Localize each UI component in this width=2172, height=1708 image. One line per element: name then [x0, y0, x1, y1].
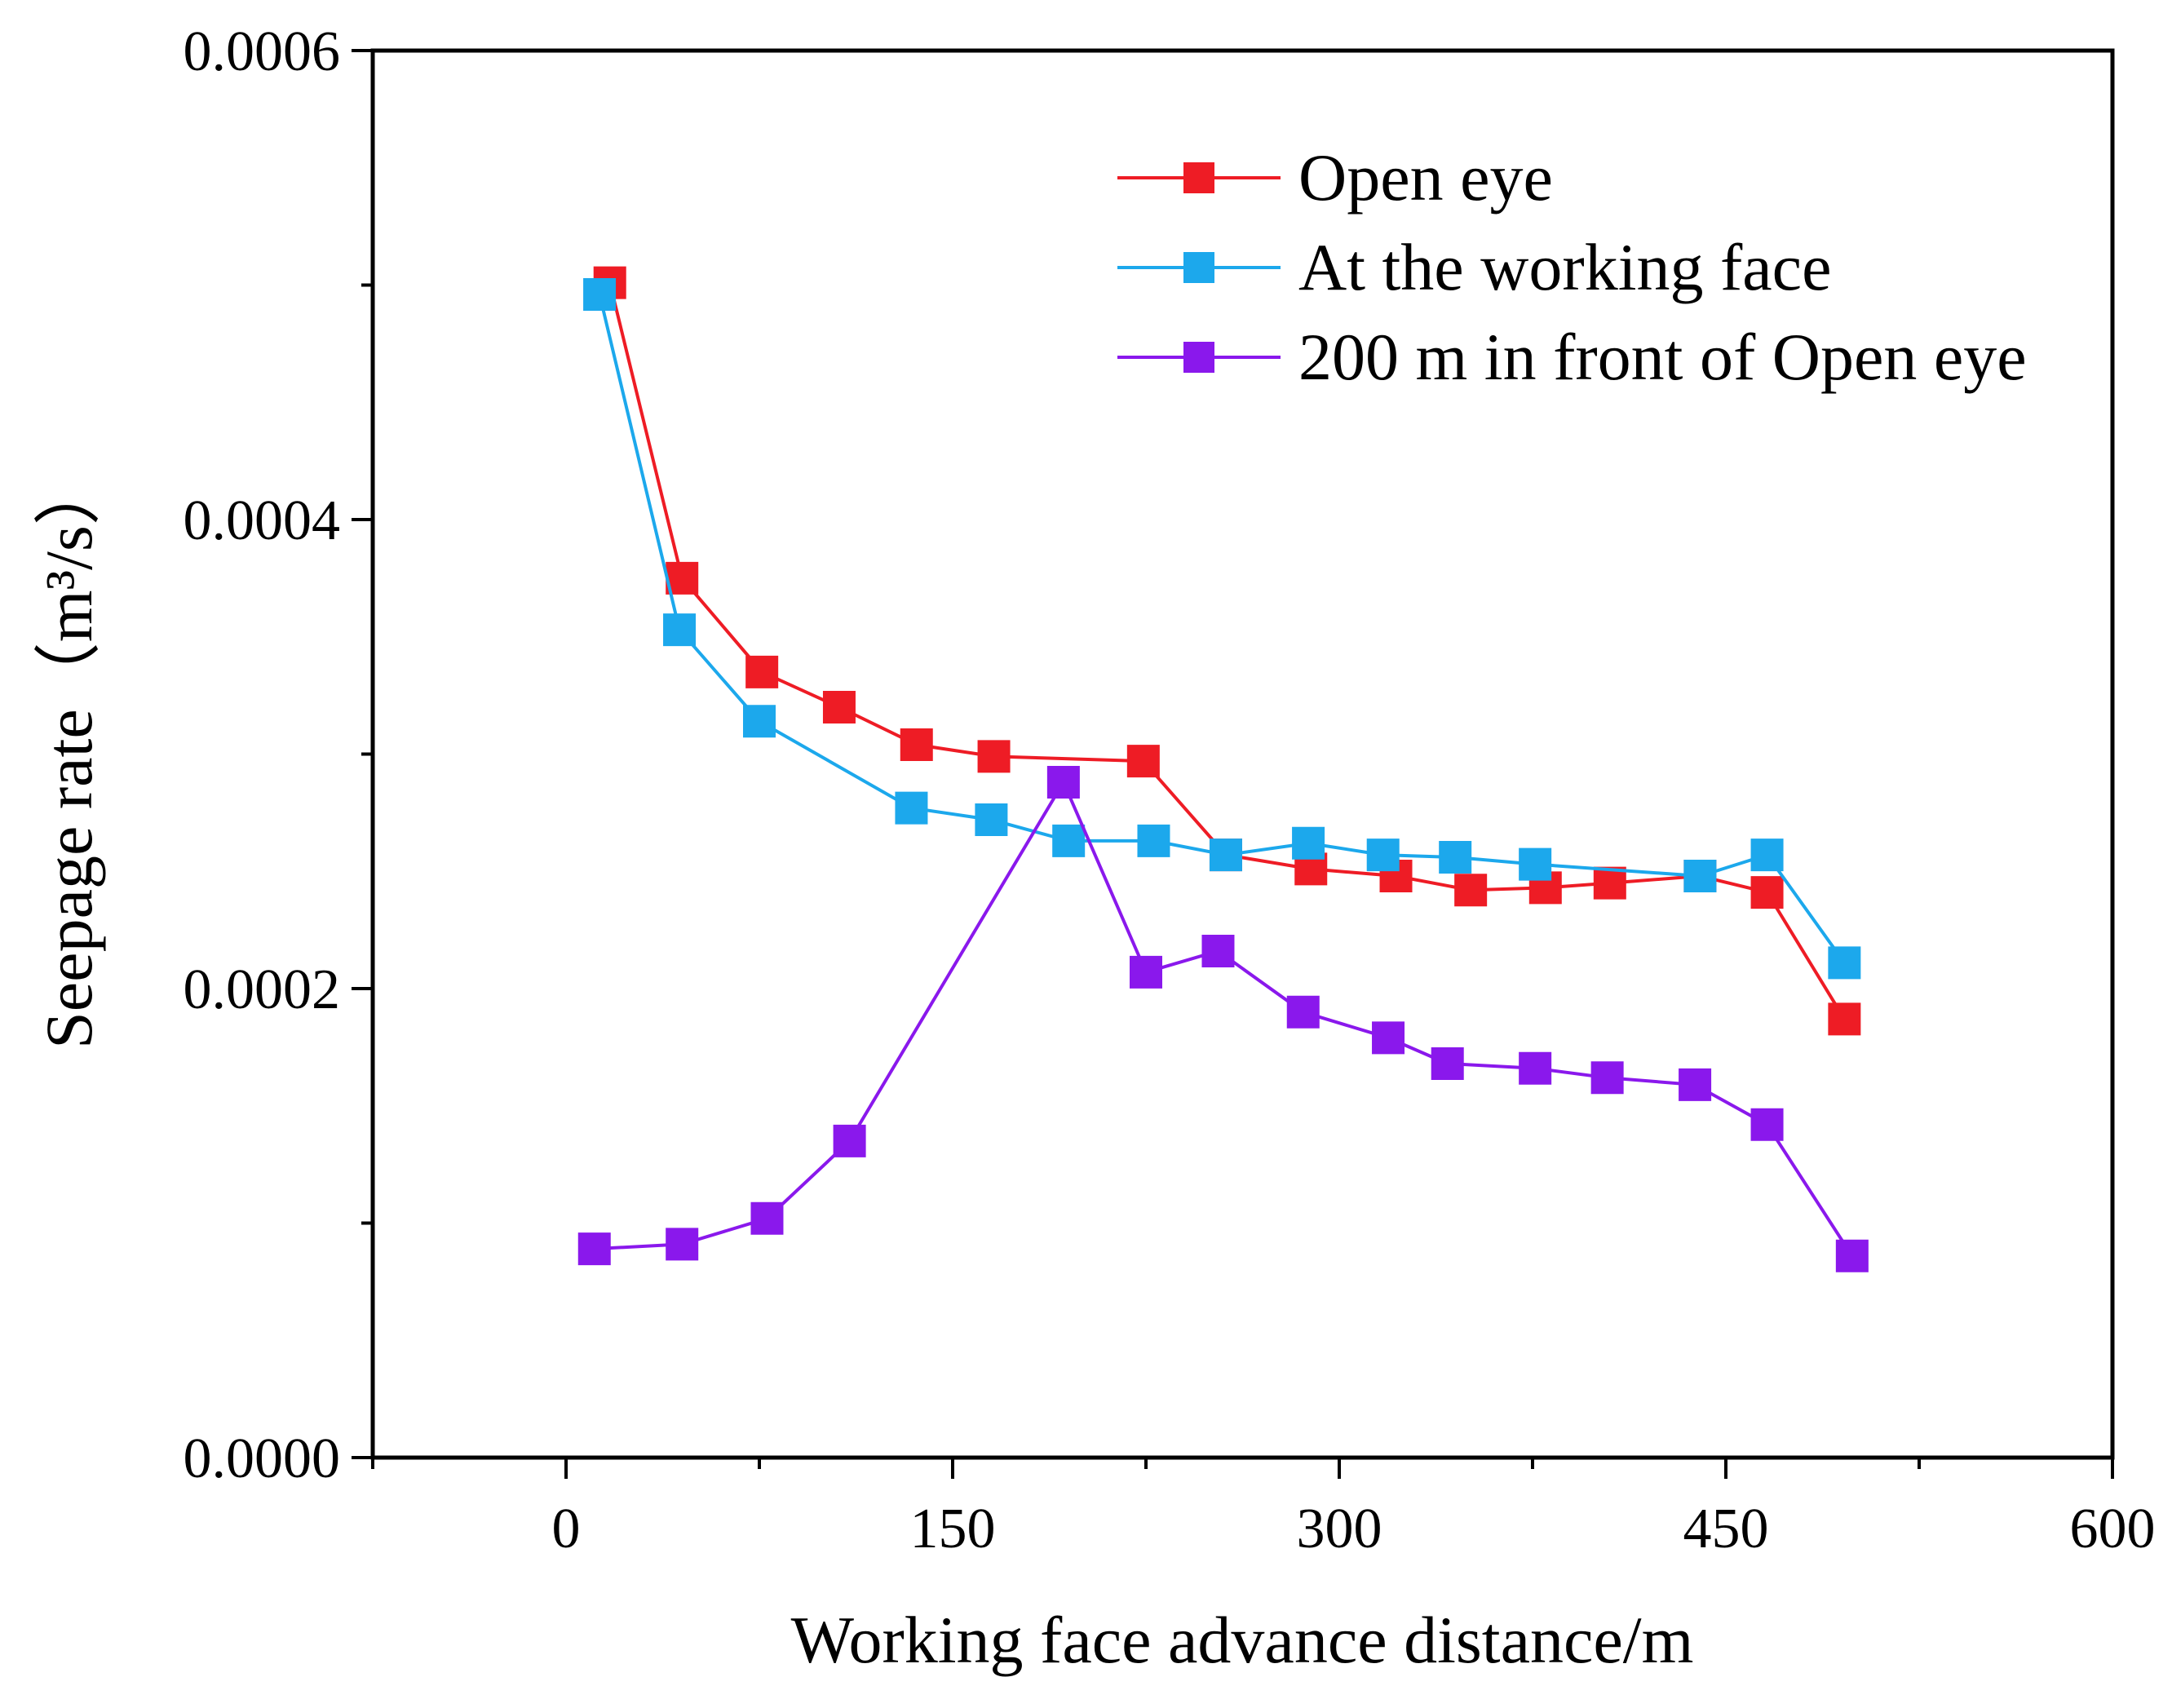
x-tick-label: 150 — [910, 1498, 996, 1560]
data-point — [663, 613, 697, 647]
data-point — [1750, 839, 1784, 872]
data-point — [1439, 841, 1472, 874]
x-tick-label: 600 — [2070, 1498, 2156, 1560]
data-point — [975, 803, 1008, 836]
data-point — [1519, 847, 1552, 881]
x-tick-label: 300 — [1297, 1498, 1382, 1560]
legend-marker — [1183, 252, 1214, 283]
legend-marker — [1183, 162, 1214, 193]
data-point — [1286, 995, 1320, 1029]
data-point — [1431, 1047, 1464, 1080]
x-axis-title: Working face advance distance/m — [791, 1603, 1694, 1677]
data-point — [1835, 1239, 1869, 1272]
data-point — [1750, 876, 1784, 909]
x-tick-label: 0 — [552, 1498, 581, 1560]
data-point — [1366, 839, 1400, 872]
x-axis-ticks: 0 150 300 450 600 — [371, 1458, 2156, 1560]
data-point — [750, 1201, 784, 1235]
y-tick-label: 0.0002 — [184, 958, 341, 1021]
data-point — [1130, 955, 1162, 989]
legend-marker — [1183, 342, 1214, 373]
data-point — [666, 1228, 699, 1261]
data-point — [1519, 1051, 1552, 1085]
data-point — [822, 691, 856, 723]
data-point — [1052, 824, 1086, 857]
y-tick-label: 0.0006 — [184, 20, 341, 83]
series-2 — [577, 766, 1869, 1272]
series-layer — [577, 266, 1869, 1272]
series-line — [608, 282, 1847, 1020]
data-point — [1201, 935, 1235, 967]
data-point — [1683, 860, 1717, 892]
data-point — [1046, 766, 1080, 799]
data-point — [1137, 824, 1170, 857]
data-point — [1828, 1002, 1861, 1036]
series-1 — [583, 278, 1861, 980]
legend: Open eye At the working face 200 m in fron… — [1117, 140, 2027, 394]
data-point — [977, 740, 1011, 773]
data-point — [1209, 839, 1242, 872]
data-point — [1593, 866, 1626, 900]
legend-label: Open eye — [1298, 140, 1553, 215]
y-tick-label: 0.0004 — [184, 489, 341, 552]
data-point — [1679, 1068, 1712, 1101]
data-point — [583, 278, 617, 311]
data-point — [1126, 745, 1160, 778]
data-point — [833, 1124, 866, 1157]
data-point — [1292, 826, 1325, 860]
y-tick-label: 0.0000 — [184, 1427, 341, 1490]
y-axis-ticks: 0.0000 0.0002 0.0004 0.0006 — [184, 20, 373, 1490]
data-point — [900, 728, 933, 761]
data-point — [895, 791, 928, 825]
data-point — [745, 655, 779, 688]
x-tick-label: 450 — [1683, 1498, 1769, 1560]
data-point — [1590, 1061, 1624, 1095]
y-axis-title: Seepage rate（m³/s） — [32, 458, 106, 1049]
data-point — [1454, 874, 1488, 907]
data-point — [1750, 1108, 1784, 1141]
data-point — [1372, 1021, 1405, 1055]
legend-label: At the working face — [1298, 230, 1831, 304]
data-point — [743, 705, 776, 738]
data-point — [577, 1232, 611, 1266]
data-point — [1828, 946, 1861, 980]
legend-label: 200 m in front of Open eye — [1298, 320, 2027, 394]
